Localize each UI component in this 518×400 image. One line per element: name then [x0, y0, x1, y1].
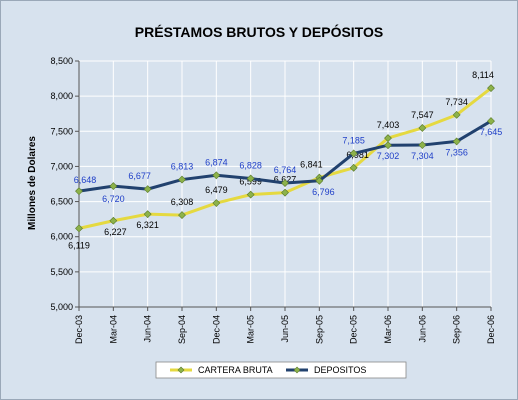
- data-label: 6,648: [74, 175, 97, 185]
- legend-swatch-marker: [293, 366, 301, 374]
- data-label: 6,813: [171, 162, 194, 172]
- legend-label: DEPOSITOS: [314, 365, 366, 375]
- y-tick-label: 6,000: [50, 232, 73, 242]
- data-point: [349, 149, 358, 158]
- y-tick-label: 6,500: [50, 197, 73, 207]
- data-point: [452, 137, 461, 146]
- data-point: [418, 141, 427, 149]
- data-label: 6,119: [68, 240, 90, 250]
- data-label: 6,321: [136, 220, 159, 230]
- data-point: [281, 188, 289, 197]
- data-label: 6,828: [239, 161, 262, 171]
- x-tick-label: Jun-06: [417, 315, 427, 343]
- data-point: [384, 141, 392, 150]
- x-tick-label: Jun-04: [143, 315, 153, 343]
- legend-swatch-marker: [177, 366, 185, 374]
- data-label: 7,734: [445, 97, 468, 107]
- data-point: [109, 216, 118, 225]
- data-point: [315, 176, 324, 185]
- data-point: [75, 187, 83, 196]
- data-point: [246, 190, 255, 199]
- x-tick-label: Dec-03: [74, 315, 84, 344]
- y-tick-label: 7,000: [50, 161, 73, 171]
- data-label: 6,227: [104, 227, 127, 237]
- x-tick-label: Mar-06: [383, 315, 393, 344]
- y-tick-label: 8,500: [50, 56, 73, 66]
- data-label: 8,114: [472, 70, 494, 80]
- data-label: 7,185: [342, 135, 365, 145]
- data-label: 6,720: [102, 194, 125, 204]
- data-point: [418, 124, 427, 132]
- x-tick-label: Dec-05: [349, 315, 359, 344]
- x-tick-label: Sep-05: [314, 315, 324, 344]
- data-point: [487, 84, 495, 93]
- data-label: 6,308: [171, 197, 194, 207]
- x-tick-label: Jun-05: [280, 315, 290, 343]
- x-tick-label: Dec-06: [486, 315, 496, 344]
- data-label: 7,302: [377, 151, 400, 161]
- data-point: [178, 211, 186, 219]
- data-label: 7,356: [445, 147, 468, 157]
- data-label: 7,645: [480, 127, 503, 137]
- data-point: [246, 174, 255, 183]
- data-label: 7,403: [377, 120, 400, 130]
- data-label: 6,796: [312, 187, 335, 197]
- data-point: [212, 199, 221, 207]
- y-tick-label: 8,000: [50, 91, 73, 101]
- data-point: [109, 182, 118, 191]
- data-label: 6,479: [205, 185, 228, 195]
- chart-title: PRÉSTAMOS BRUTOS Y DEPÓSITOS: [135, 23, 383, 40]
- data-label: 6,841: [300, 160, 323, 170]
- data-point: [349, 163, 358, 172]
- data-point: [212, 171, 221, 180]
- data-point: [143, 210, 152, 219]
- data-label: 7,304: [411, 151, 434, 161]
- x-tick-label: Sep-04: [177, 315, 187, 344]
- legend: CARTERA BRUTA DEPOSITOS: [155, 361, 407, 379]
- x-tick-label: Mar-05: [246, 315, 256, 344]
- y-tick-label: 5,500: [50, 267, 73, 277]
- data-label: 6,764: [274, 165, 297, 175]
- data-point: [281, 179, 289, 187]
- legend-label: CARTERA BRUTA: [198, 365, 273, 375]
- y-tick-label: 5,000: [50, 302, 73, 312]
- data-point: [452, 110, 461, 119]
- data-label: 6,981: [346, 150, 369, 160]
- data-label: 7,547: [411, 110, 434, 120]
- x-tick-label: Sep-06: [452, 315, 462, 344]
- x-tick-label: Mar-04: [108, 315, 118, 344]
- plot-area: 5,000 5,500 6,000 6,500 7,000 7,500 8,000 8,500…: [50, 56, 502, 344]
- data-point: [143, 185, 152, 194]
- data-label: 6,874: [205, 157, 228, 167]
- data-point: [178, 175, 186, 184]
- legend-box: [155, 361, 407, 379]
- data-label: 6,677: [128, 171, 151, 181]
- y-tick-label: 7,500: [50, 126, 73, 136]
- data-point: [75, 224, 83, 233]
- x-tick-label: Dec-04: [211, 315, 221, 344]
- y-axis-label: Millones de Dolares: [27, 136, 38, 230]
- data-point: [487, 117, 495, 126]
